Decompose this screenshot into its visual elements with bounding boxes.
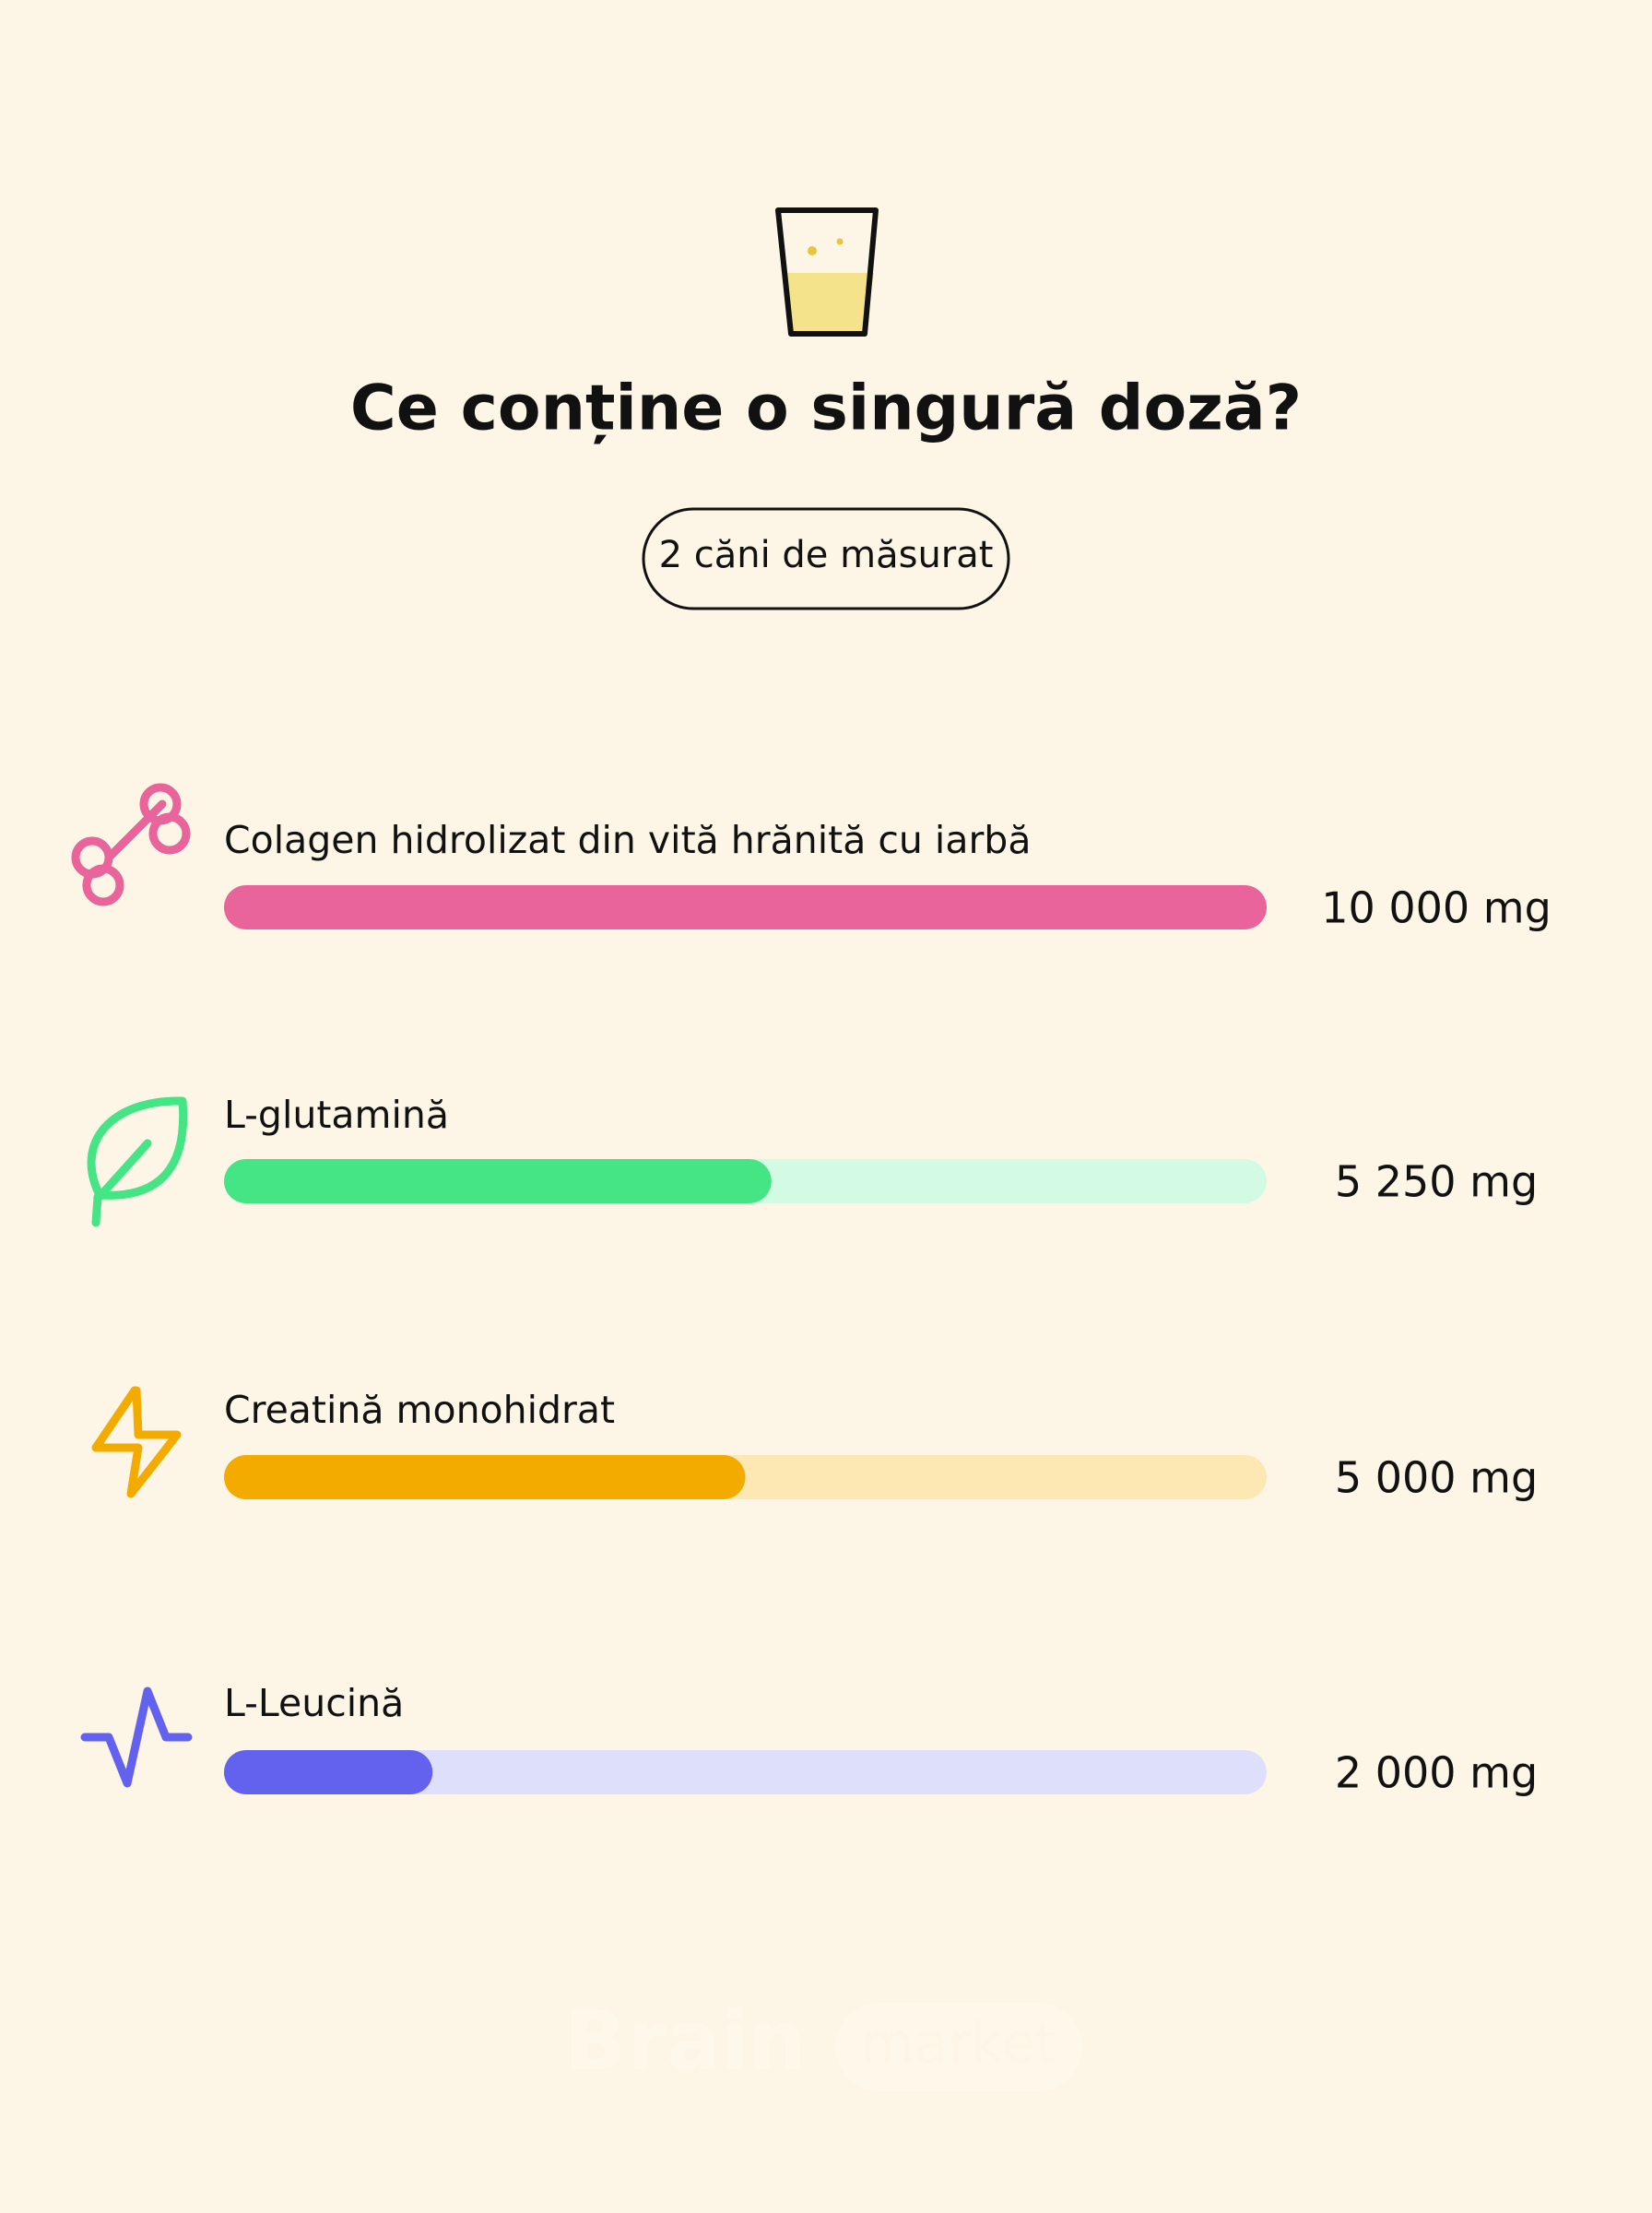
pulse-icon [80, 1686, 193, 1788]
value-label: 2 000 mg [1335, 1748, 1538, 1798]
leaf-icon [87, 1096, 188, 1227]
pill [642, 507, 1010, 610]
bolt-icon [91, 1386, 182, 1498]
bar-label: L-glutamină [224, 1093, 449, 1137]
watermark-brain: Brain [564, 1994, 807, 2089]
bar-label: L-Leucină [224, 1681, 404, 1725]
subtitle: 2 căni de măsurat [659, 534, 994, 576]
bar-label: Colagen hidrolizat din vită hrănită cu i… [224, 818, 1031, 862]
watermark-pill [835, 2003, 1082, 2091]
glass-icon [775, 207, 879, 337]
bone-icon [71, 783, 191, 906]
bar-track [224, 1750, 1267, 1794]
value-label: 5 000 mg [1335, 1453, 1538, 1503]
bar [224, 1159, 772, 1203]
bar-label: Creatină monohidrat [224, 1388, 615, 1432]
watermark: Brain market [564, 1994, 1082, 2091]
bar [224, 1750, 433, 1794]
watermark-market: market [861, 2012, 1057, 2077]
bar [224, 885, 1267, 929]
title: Ce conține o singură doză? [350, 373, 1302, 445]
value-label: 5 250 mg [1335, 1157, 1538, 1207]
value-label: 10 000 mg [1321, 883, 1552, 933]
bar [224, 1455, 746, 1499]
